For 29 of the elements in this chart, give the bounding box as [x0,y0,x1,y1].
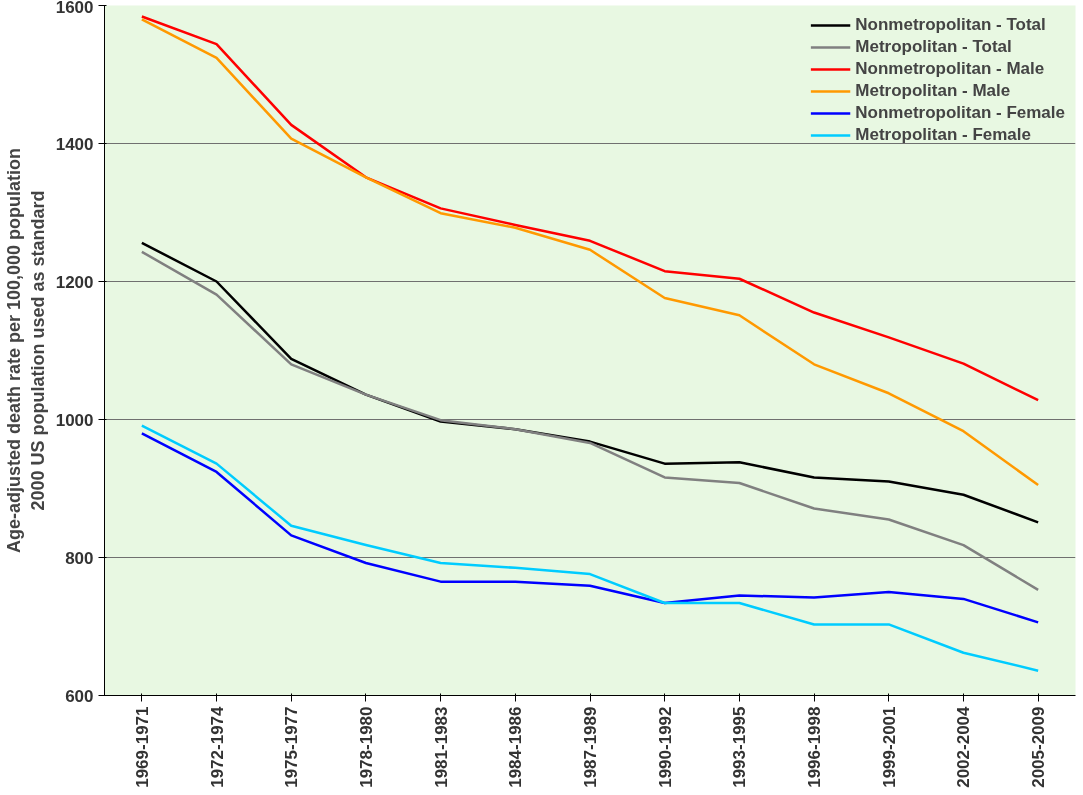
x-tick-label: 2005-2009 [1029,706,1049,788]
line-series [140,432,1040,624]
x-tick-label: 1996-1998 [805,706,825,788]
line-series [140,250,1040,592]
legend-label: Nonmetropolitan - Male [855,59,1045,79]
y-tick-label: 1000 [55,410,94,430]
x-tick-label: 1978-1980 [356,706,376,788]
x-tick-label: 1969-1971 [132,706,152,788]
x-tick-label: 2002-2004 [954,705,974,788]
x-tick-label: 1972-1974 [207,705,227,788]
legend-label: Metropolitan - Total [855,37,1012,57]
line-series [140,424,1040,672]
legend-label: Metropolitan - Female [855,125,1031,145]
x-tick-label: 1999-2001 [879,706,899,788]
legend-label: Metropolitan - Male [855,81,1011,101]
y-tick-label: 1400 [55,134,94,154]
x-tick-label: 1987-1989 [581,706,600,788]
y-tick-label: 600 [65,686,94,706]
x-tick-label: 1993-1995 [730,706,750,788]
x-tick-label: 1984-1986 [506,706,526,788]
y-axis-title: Age-adjusted death rate per 100,000 population 2000 US population used as standard [3,147,48,554]
legend-label: Nonmetropolitan - Female [855,103,1065,123]
y-tick-label: 800 [65,548,94,568]
y-tick-label: 1600 [55,0,94,17]
x-tick-label: 1975-1977 [282,706,302,788]
y-tick-label: 1200 [55,272,94,292]
x-tick-label: 1981-1983 [431,706,451,788]
legend-label: Nonmetropolitan - Total [855,15,1046,35]
x-tick-label: 1990-1992 [655,706,675,788]
